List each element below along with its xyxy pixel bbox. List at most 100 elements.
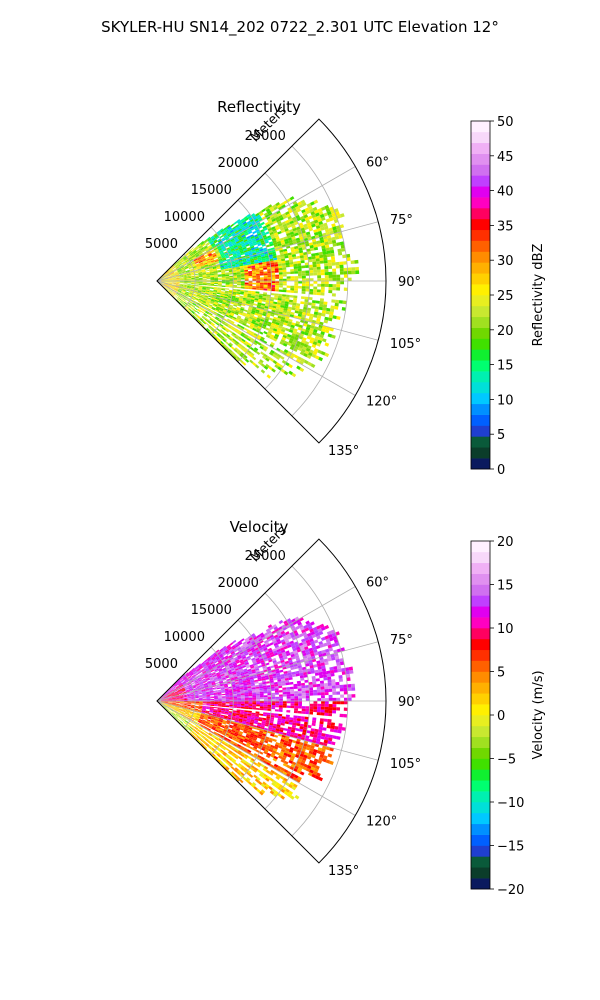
velocity-gate bbox=[324, 648, 330, 653]
velocity-gate bbox=[270, 686, 275, 689]
velocity-gate bbox=[232, 646, 237, 650]
reflectivity-gate bbox=[169, 289, 174, 292]
reflectivity-gate bbox=[174, 287, 179, 290]
reflectivity-gate bbox=[268, 254, 273, 258]
reflectivity-gate bbox=[317, 208, 323, 213]
reflectivity-gate bbox=[180, 293, 184, 296]
reflectivity-gate bbox=[267, 269, 272, 272]
reflectivity-gate bbox=[179, 278, 184, 279]
reflectivity-gate bbox=[164, 279, 169, 281]
reflectivity-gate bbox=[293, 230, 298, 234]
velocity-gate bbox=[228, 654, 233, 658]
reflectivity-gate bbox=[261, 303, 266, 306]
velocity-gate bbox=[248, 637, 253, 641]
reflectivity-gate bbox=[207, 261, 212, 264]
reflectivity-gate bbox=[168, 282, 173, 284]
reflectivity-gate bbox=[306, 345, 312, 350]
velocity-gate bbox=[198, 665, 203, 669]
velocity-gate bbox=[198, 702, 203, 704]
velocity-gate bbox=[233, 656, 238, 660]
reflectivity-gate bbox=[223, 337, 228, 342]
reflectivity-gate bbox=[332, 226, 337, 231]
velocity-gate bbox=[309, 692, 314, 696]
reflectivity-gate bbox=[288, 301, 293, 305]
reflectivity-gate bbox=[187, 249, 191, 253]
reflectivity-gate bbox=[193, 268, 198, 270]
reflectivity-gate bbox=[213, 331, 218, 335]
velocity-gate bbox=[328, 634, 333, 639]
reflectivity-gate bbox=[293, 297, 298, 301]
reflectivity-gate bbox=[324, 316, 329, 321]
reflectivity-gate bbox=[279, 249, 284, 253]
velocity-gate bbox=[199, 682, 204, 685]
reflectivity-gate bbox=[202, 285, 207, 287]
velocity-gate bbox=[255, 686, 260, 689]
reflectivity-gate bbox=[180, 299, 185, 303]
reflectivity-gate bbox=[206, 287, 210, 289]
velocity-gate bbox=[266, 687, 271, 690]
reflectivity-gate bbox=[222, 257, 226, 260]
velocity-gate bbox=[243, 688, 248, 691]
velocity-gate bbox=[290, 703, 295, 706]
velocity-gate bbox=[207, 671, 211, 675]
reflectivity-gate bbox=[181, 269, 186, 271]
reflectivity-gate bbox=[179, 284, 184, 286]
reflectivity-gate bbox=[294, 245, 299, 250]
reflectivity-gate bbox=[241, 313, 247, 317]
velocity-gate bbox=[278, 690, 283, 693]
velocity-gate bbox=[298, 670, 304, 674]
velocity-gate bbox=[227, 660, 232, 664]
velocity-gate bbox=[302, 641, 307, 645]
velocity-gate bbox=[324, 701, 329, 704]
velocity-gate bbox=[226, 644, 231, 649]
reflectivity-gate bbox=[238, 246, 243, 250]
reflectivity-gate bbox=[276, 257, 281, 260]
velocity-gate bbox=[197, 676, 201, 680]
velocity-gate bbox=[221, 690, 225, 692]
velocity-gate bbox=[275, 696, 280, 699]
velocity-gate bbox=[210, 679, 215, 682]
reflectivity-gate bbox=[249, 225, 254, 230]
velocity-gate bbox=[210, 678, 214, 681]
reflectivity-gate bbox=[305, 243, 310, 247]
velocity-gate bbox=[327, 679, 332, 683]
reflectivity-gate bbox=[205, 242, 210, 246]
velocity-gate bbox=[183, 677, 188, 680]
reflectivity-gate bbox=[190, 261, 195, 264]
velocity-gate bbox=[240, 711, 245, 714]
reflectivity-gate bbox=[294, 232, 299, 237]
reflectivity-gate bbox=[254, 263, 259, 266]
reflectivity-gate bbox=[176, 266, 180, 270]
reflectivity-gate bbox=[244, 232, 249, 236]
reflectivity-gate bbox=[296, 365, 301, 370]
reflectivity-gate bbox=[225, 284, 230, 287]
velocity-gate bbox=[334, 655, 340, 660]
velocity-gate bbox=[321, 695, 325, 699]
reflectivity-gate bbox=[237, 278, 241, 280]
reflectivity-gate bbox=[198, 286, 203, 289]
velocity-gate bbox=[240, 696, 245, 699]
velocity-gate bbox=[218, 660, 223, 664]
reflectivity-gate bbox=[202, 276, 207, 278]
velocity-gate bbox=[336, 697, 341, 701]
reflectivity-gate bbox=[305, 288, 310, 292]
reflectivity-gate bbox=[276, 317, 282, 322]
velocity-gate bbox=[214, 655, 219, 659]
velocity-gate bbox=[279, 645, 284, 649]
reflectivity-gate bbox=[290, 246, 295, 251]
reflectivity-gate bbox=[235, 340, 240, 345]
velocity-gate bbox=[176, 679, 180, 683]
velocity-gate bbox=[316, 683, 321, 687]
velocity-gate bbox=[283, 645, 288, 650]
reflectivity-gate bbox=[226, 301, 231, 304]
reflectivity-gate bbox=[223, 227, 228, 231]
reflectivity-gate bbox=[286, 213, 291, 218]
reflectivity-gate bbox=[320, 286, 325, 290]
velocity-gate bbox=[166, 692, 170, 695]
reflectivity-gate bbox=[233, 329, 238, 333]
reflectivity-gate bbox=[162, 285, 166, 289]
reflectivity-gate bbox=[202, 283, 207, 285]
reflectivity-gate bbox=[171, 265, 175, 269]
reflectivity-gate bbox=[298, 335, 304, 340]
reflectivity-gate bbox=[164, 278, 169, 280]
